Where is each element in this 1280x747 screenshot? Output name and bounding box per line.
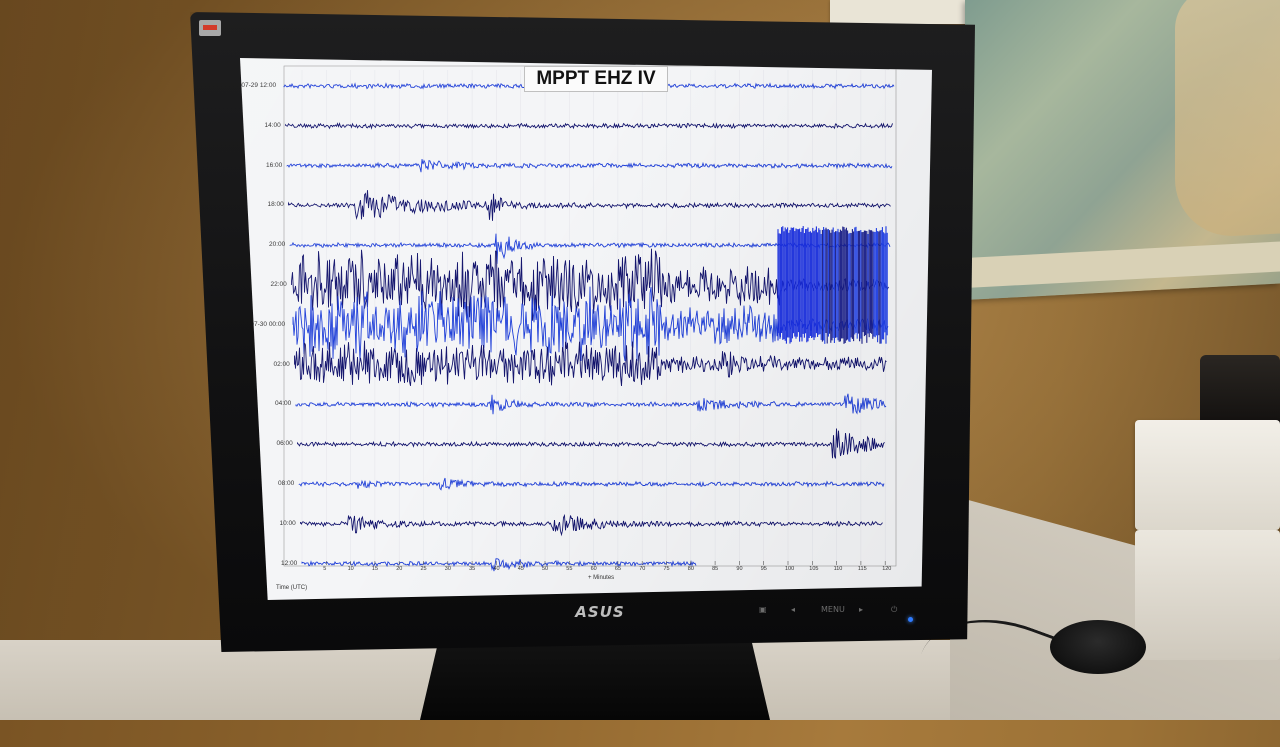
x-tick-label: 75 — [663, 566, 670, 572]
row-label: 10:00 — [279, 519, 296, 527]
x-tick-label: 20 — [396, 566, 403, 572]
x-tick-label: 80 — [687, 566, 694, 572]
x-tick-label: 10 — [347, 566, 354, 572]
row-label: 06:00 — [276, 440, 293, 448]
row-label: 20:00 — [269, 241, 286, 249]
menu-button[interactable]: MENU — [821, 605, 845, 614]
y-axis-label: Time (UTC) — [276, 585, 308, 591]
x-tick-label: 95 — [760, 566, 767, 572]
row-label: 02:00 — [273, 360, 290, 368]
seismic-trace — [294, 340, 887, 387]
monitor-brand-logo: ASUS — [575, 603, 625, 621]
row-label: 16:00 — [266, 161, 283, 169]
x-tick-label: 110 — [833, 566, 843, 572]
seismic-trace — [288, 190, 891, 221]
x-tick-label: 25 — [420, 566, 427, 572]
right-button[interactable]: ▸ — [859, 605, 864, 614]
x-tick-label: 120 — [882, 566, 892, 572]
seismic-trace — [298, 477, 885, 491]
x-tick-label: 30 — [444, 566, 451, 572]
seismic-trace — [300, 513, 883, 537]
left-button[interactable]: ◂ — [791, 605, 796, 614]
input-button[interactable]: ▣ — [759, 605, 767, 614]
seismic-trace — [286, 159, 893, 173]
row-label: 08:00 — [278, 480, 295, 487]
row-label: 04:00 — [275, 400, 292, 408]
map-border-strip — [965, 241, 1280, 288]
row-label: 07-30 00:00 — [250, 320, 286, 328]
x-tick-label: 65 — [614, 566, 622, 572]
row-label: 07-29 12:00 — [241, 82, 277, 89]
black-puck — [1050, 620, 1146, 674]
power-led — [908, 617, 913, 622]
x-tick-label: 90 — [736, 566, 743, 572]
seismic-trace — [295, 393, 887, 415]
x-tick-label: 115 — [857, 566, 867, 572]
x-tick-label: 50 — [542, 566, 549, 572]
box-stack — [1135, 420, 1280, 660]
row-label: 12:00 — [281, 559, 298, 567]
seismic-trace — [297, 428, 885, 459]
row-label: 14:00 — [264, 121, 281, 129]
row-label: 18:00 — [267, 201, 284, 209]
x-tick-label: 60 — [590, 566, 597, 572]
x-tick-label: 70 — [639, 566, 646, 572]
saturated-signal-block — [777, 226, 888, 344]
power-button[interactable]: ⏻ — [891, 605, 898, 614]
paper-sheet — [830, 0, 975, 24]
x-tick-label: 100 — [785, 566, 795, 572]
plot-title: MPPT EHZ IV — [524, 66, 668, 92]
x-axis-label: + Minutes — [588, 575, 615, 581]
seismic-trace — [285, 122, 893, 130]
x-tick-label: 85 — [712, 566, 719, 572]
seismic-trace — [301, 558, 697, 572]
x-tick-label: 5 — [323, 566, 327, 572]
white-box-top — [1135, 420, 1280, 530]
x-tick-label: 55 — [566, 566, 573, 572]
helicorder-plot — [283, 65, 897, 572]
x-tick-label: 40 — [493, 566, 500, 572]
row-label: 22:00 — [270, 281, 287, 288]
white-box-bottom — [1135, 530, 1280, 660]
monitor-screen: MPPT EHZ IV 07-29 12:00 14:00 16:00 18:00 20… — [240, 58, 932, 600]
x-tick-label: 45 — [517, 566, 524, 572]
x-tick-label: 15 — [371, 566, 379, 572]
monitor-controls: ▣ ◂ MENU ▸ ⏻ — [755, 605, 925, 621]
wall-map-poster — [965, 0, 1280, 301]
map-coastline — [1175, 0, 1280, 239]
x-tick-label: 35 — [469, 566, 476, 572]
x-tick-label: 105 — [809, 566, 819, 572]
monitor-sticker-icon — [199, 20, 221, 36]
